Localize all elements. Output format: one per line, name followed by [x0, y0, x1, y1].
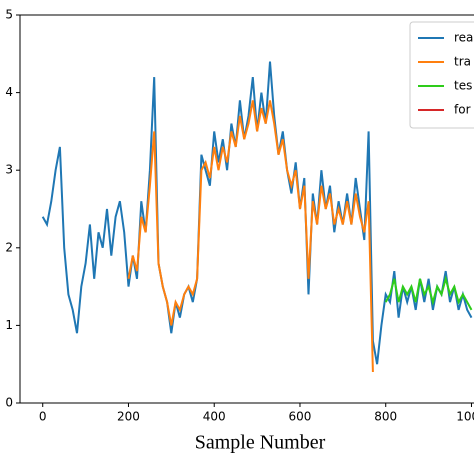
legend-box — [409, 21, 474, 129]
x-tick-label: 1000 — [456, 410, 474, 424]
y-tick-label: 3 — [5, 163, 13, 177]
series-line — [127, 100, 374, 373]
y-tick-label: 1 — [5, 318, 13, 332]
x-tick-label: 400 — [203, 410, 226, 424]
y-tick-label: 5 — [5, 8, 13, 22]
series-line — [41, 61, 473, 365]
x-tick-label: 0 — [39, 410, 47, 424]
legend-label: tes — [454, 79, 472, 93]
legend-label: for — [454, 103, 471, 117]
series-line — [384, 274, 473, 311]
legend-label: rea — [454, 31, 473, 45]
y-tick-label: 4 — [5, 85, 13, 99]
x-tick-label: 200 — [117, 410, 140, 424]
y-tick-label: 0 — [5, 396, 13, 410]
axes-frame — [19, 14, 474, 404]
x-tick-label: 600 — [289, 410, 312, 424]
x-axis-label: Sample Number — [195, 432, 326, 454]
x-tick-label: 800 — [374, 410, 397, 424]
y-tick-label: 2 — [5, 240, 13, 254]
legend-label: tra — [454, 55, 471, 69]
